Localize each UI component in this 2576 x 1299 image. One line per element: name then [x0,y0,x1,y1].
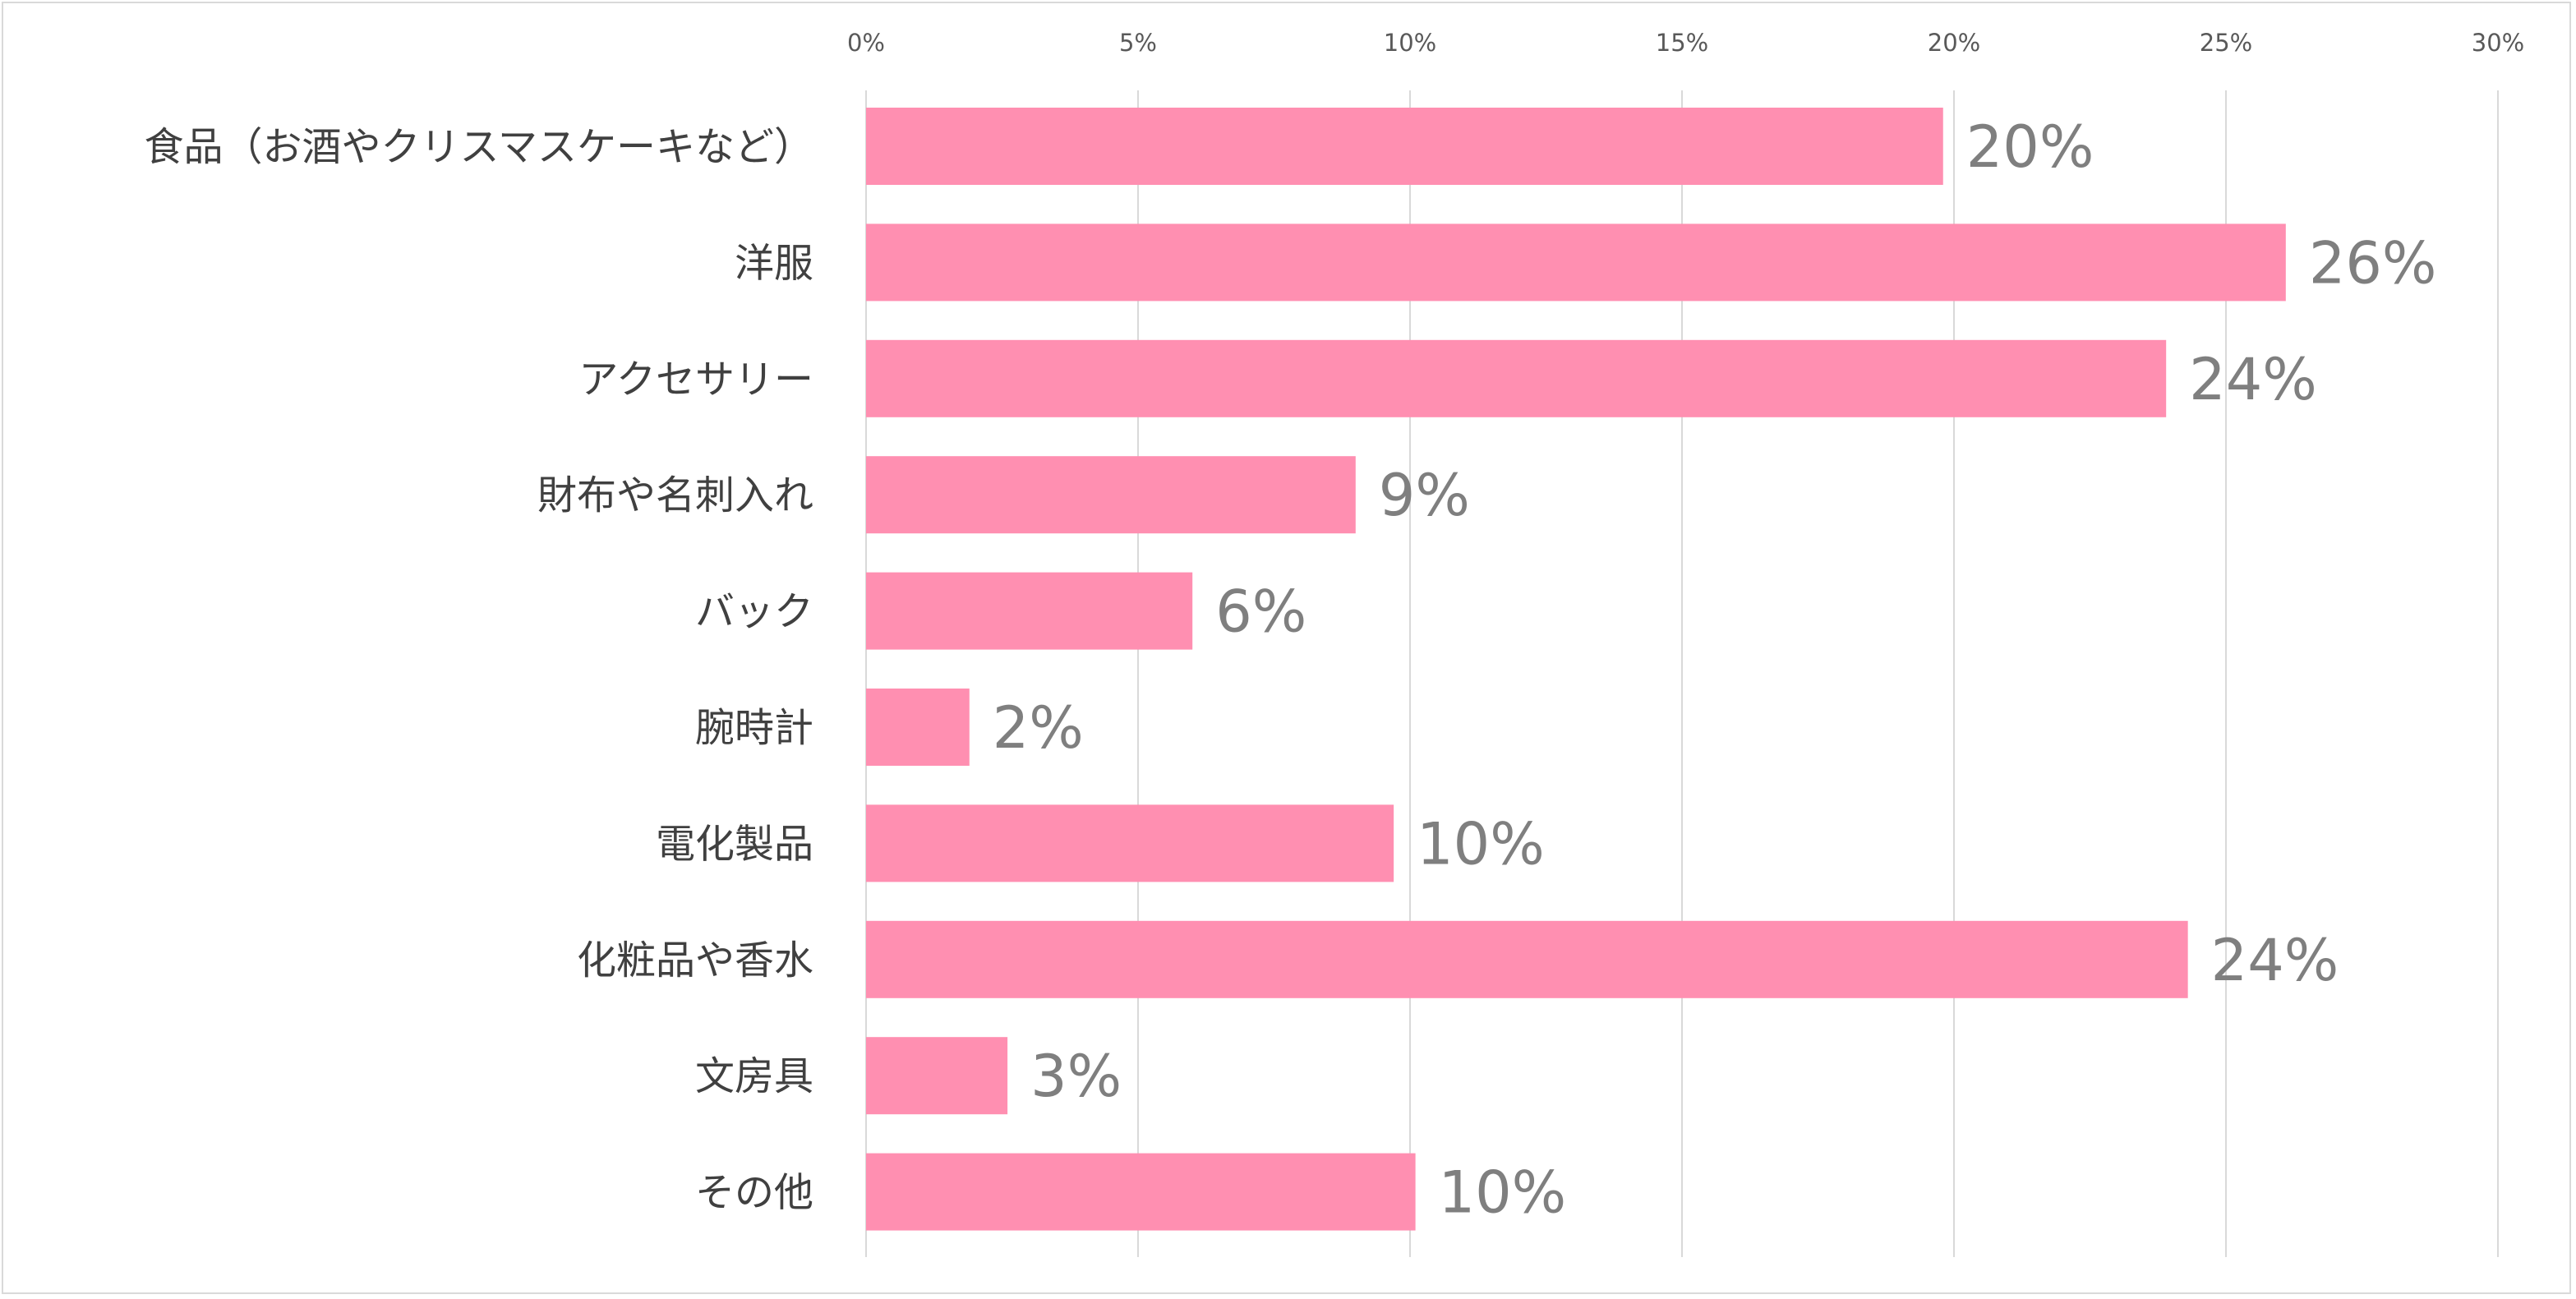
category-label: 化粧品や香水 [577,937,813,983]
data-label: 24% [2211,927,2339,994]
bar [866,339,2167,417]
category-label: 文房具 [695,1053,813,1099]
x-tick-label: 15% [1656,29,1708,57]
data-label: 9% [1379,462,1470,529]
category-label: バック [695,589,813,635]
data-label: 6% [1215,578,1306,646]
bar [866,456,1356,534]
bar [866,108,1943,185]
category-labels: 食品（お酒やクリスマスケーキなど） 洋服アクセサリー財布や名刺入れバック腕時計電化… [144,124,813,1216]
data-label: 26% [2309,229,2437,297]
bar [866,920,2188,998]
data-label: 2% [993,694,1084,762]
category-label: 食品（お酒やクリスマスケーキなど） [144,124,813,170]
data-label: 3% [1030,1043,1122,1110]
data-label: 24% [2189,346,2317,413]
bar [866,689,970,766]
x-tick-label: 10% [1384,29,1436,57]
bars [866,108,2286,1231]
bar [866,1037,1008,1115]
x-tick-label: 0% [847,29,885,57]
x-tick-label: 25% [2200,29,2252,57]
x-tick-label: 20% [1928,29,1980,57]
category-label: アクセサリー [578,357,813,403]
x-tick-label: 5% [1119,29,1157,57]
x-axis-ticks: 0% 5% 10% 15% 20% 25% 30% [847,29,2524,57]
data-label: 20% [1966,113,2094,181]
category-label: その他 [695,1170,813,1216]
category-label: 電化製品 [656,821,813,867]
category-label: 財布や名刺入れ [537,472,813,518]
data-labels: 20% 26% 24% 9% 6% 2% 10% 24% 3% 10% [993,113,2437,1227]
bar [866,1153,1416,1231]
bar [866,223,2286,302]
bar [866,804,1394,882]
bar [866,572,1193,650]
data-label: 10% [1417,810,1545,878]
data-label: 10% [1439,1159,1567,1227]
category-label: 洋服 [735,240,813,286]
category-label: 腕時計 [695,705,813,751]
x-tick-label: 30% [2472,29,2524,57]
